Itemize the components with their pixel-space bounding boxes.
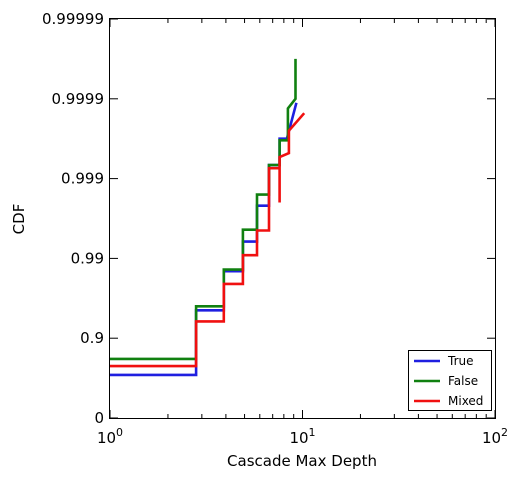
legend-label-mixed: Mixed: [448, 394, 483, 408]
y-tick-label: 0.999: [61, 170, 104, 188]
series-line-false: [110, 58, 297, 361]
y-tick-label: 0.9: [80, 329, 104, 347]
ticks-layer: 100 101 102 0 0.9 0.99 0.999 0.9999 0.99999: [42, 10, 508, 447]
y-axis-title: CDF: [10, 204, 28, 235]
series-layer: [110, 58, 306, 377]
legend-label-true: True: [447, 354, 474, 368]
plot-frame: [109, 18, 496, 419]
y-tick-label: 0.9999: [52, 90, 105, 108]
x-tick-label: 102: [482, 426, 508, 447]
legend: True False Mixed: [408, 350, 492, 411]
y-tick-label: 0.99999: [42, 10, 104, 28]
x-tick-label: 101: [289, 426, 315, 447]
y-tick-label: 0: [94, 409, 104, 427]
series-line-mixed: [110, 112, 306, 368]
series-line-true: [110, 102, 298, 377]
x-axis-title: Cascade Max Depth: [227, 452, 377, 470]
x-tick-label: 100: [97, 426, 123, 447]
y-tick-label: 0.99: [71, 249, 104, 267]
legend-label-false: False: [448, 374, 478, 388]
